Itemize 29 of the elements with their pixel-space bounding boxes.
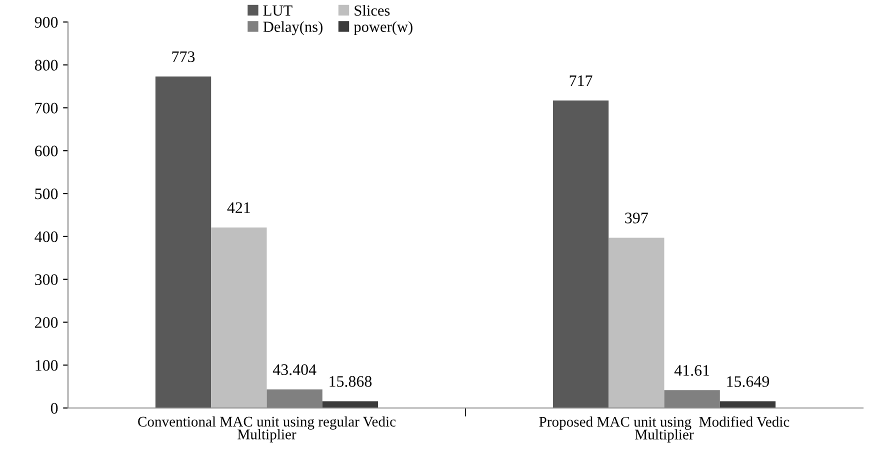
legend-label: LUT <box>263 6 292 16</box>
y-tick-label: 0 <box>50 402 58 414</box>
data-label: 421 <box>227 202 250 213</box>
y-tick-label: 800 <box>34 60 58 71</box>
bar <box>155 76 212 408</box>
data-label: 773 <box>172 51 195 62</box>
bar <box>552 100 609 408</box>
y-tick-label: 600 <box>35 146 58 156</box>
y-tick-label: 300 <box>35 274 58 286</box>
y-tick-label: 400 <box>34 231 58 242</box>
y-tick-label: 100 <box>36 360 58 371</box>
data-label: 41.61 <box>674 365 710 376</box>
data-label: 43.404 <box>272 364 316 376</box>
data-label: 15.868 <box>330 376 372 387</box>
y-tick-label: 500 <box>35 188 58 200</box>
y-tick-label: 700 <box>35 102 58 114</box>
data-label: 397 <box>625 212 648 224</box>
y-tick-label: 200 <box>35 317 58 328</box>
legend-label: Delay(ns) <box>263 21 322 36</box>
legend-label: power(w) <box>354 21 412 36</box>
bar <box>322 401 378 408</box>
bar <box>211 227 267 408</box>
data-label: 717 <box>570 75 592 86</box>
x-tick-label: Conventional MAC unit using regular Vedic Multiplier <box>138 416 396 442</box>
y-tick-label: 900 <box>34 16 58 28</box>
x-tick-label: Proposed MAC unit using Modified Vedic Multiplier <box>539 416 790 442</box>
legend-label: Slices <box>354 4 390 16</box>
data-label: 15.649 <box>727 376 770 388</box>
bar <box>608 238 664 408</box>
